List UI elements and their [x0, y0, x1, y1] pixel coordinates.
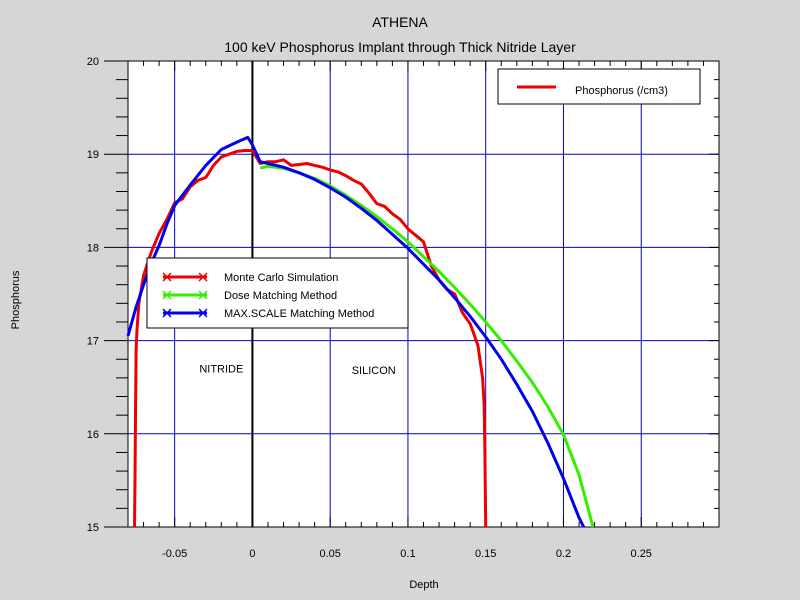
- y-tick-label: 19: [87, 149, 99, 161]
- x-tick-label: 0.15: [475, 548, 496, 560]
- region-annotation-1: NITRIDE: [199, 363, 243, 375]
- x-tick-label: 0.25: [631, 548, 652, 560]
- legend-marker-x: [162, 308, 172, 318]
- y-tick-labels: 15 16 17 18 19 20: [87, 56, 99, 534]
- legend-label: Monte Carlo Simulation: [224, 272, 338, 284]
- y-tick-label: 20: [87, 56, 99, 68]
- y-axis-label: Phosphorus: [10, 270, 22, 329]
- x-tick-label: 0: [249, 548, 255, 560]
- legend-top-right-label: Phosphorus (/cm3): [575, 85, 668, 97]
- chart-title: ATHENA: [372, 14, 428, 30]
- x-tick-label: -0.05: [162, 548, 187, 560]
- chart-subtitle: 100 keV Phosphorus Implant through Thick…: [224, 39, 576, 55]
- y-tick-label: 17: [87, 336, 99, 348]
- legend-series: Monte Carlo Simulation Dose Matching Meth…: [146, 257, 409, 329]
- legend-series-entries: Monte Carlo Simulation Dose Matching Meth…: [162, 272, 374, 320]
- x-tick-label: 0.1: [400, 548, 415, 560]
- region-annotation-2: SILICON: [352, 365, 396, 377]
- legend-marker-x: [198, 290, 208, 300]
- legend-marker-x: [162, 290, 172, 300]
- legend-marker-x: [198, 272, 208, 282]
- y-tick-label: 15: [87, 522, 99, 534]
- legend-top-right: Phosphorus (/cm3): [497, 68, 701, 105]
- legend-marker-x: [162, 272, 172, 282]
- legend-marker-x: [198, 308, 208, 318]
- x-axis-label: Depth: [409, 579, 438, 591]
- legend-label: MAX.SCALE Matching Method: [224, 308, 374, 320]
- axis-ticks: [104, 60, 720, 528]
- region-annotations: NITRIDE SILICON: [199, 363, 395, 377]
- y-tick-label: 16: [87, 429, 99, 441]
- x-tick-label: 0.2: [556, 548, 571, 560]
- y-tick-label: 18: [87, 242, 99, 254]
- x-tick-labels: -0.05 0 0.05 0.1 0.15 0.2 0.25: [162, 548, 652, 560]
- series-line-3: [126, 135, 586, 528]
- legend-label: Dose Matching Method: [224, 290, 337, 302]
- x-tick-label: 0.05: [319, 548, 340, 560]
- series-lines: [126, 135, 595, 528]
